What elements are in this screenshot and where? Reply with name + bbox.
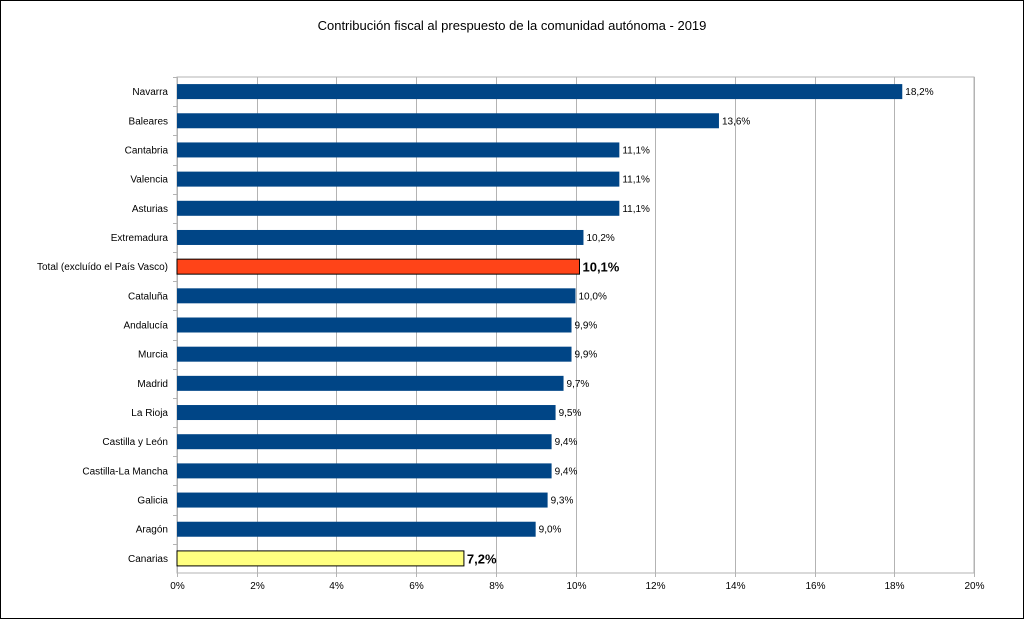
data-label: 9,5% [559,408,582,419]
category-label: Asturias [132,204,168,215]
data-label: 9,7% [567,379,590,390]
x-tick-label: 20% [964,581,984,592]
x-tick-label: 10% [566,581,586,592]
x-tick-label: 4% [329,581,344,592]
data-label: 10,0% [579,291,607,302]
bars [176,84,903,567]
bar [177,463,552,479]
data-label: 11,1% [622,175,650,186]
bar [176,550,465,567]
category-label: Murcia [138,350,168,361]
data-label: 9,0% [539,525,562,536]
category-label: Extremadura [111,233,169,244]
data-label: 9,4% [555,466,578,477]
tick-labels: 0% 2% 4% 6% 8% 10% 12% 14% 16% 18% 20% [170,581,984,592]
category-label: La Rioja [131,408,168,419]
data-label: 9,9% [575,350,598,361]
data-label: 9,9% [575,321,598,332]
category-label: Andalucía [124,321,169,332]
data-label: 18,2% [905,87,933,98]
category-label: Valencia [130,175,168,186]
category-label: Cataluña [128,291,168,302]
bar [177,492,548,508]
data-label: 10,2% [586,233,614,244]
data-label: 7,2% [467,551,497,566]
data-labels: 18,2% 13,6% 11,1% 11,1% 11,1% 10,2% 10,1% 10,0%… [467,87,934,566]
category-labels: Navarra Baleares Cantabria Valencia Asturias… [37,87,168,565]
x-tick-label: 12% [645,581,665,592]
chart-title: Contribución fiscal al prespuesto de la … [317,18,707,33]
category-label: Galicia [137,496,168,507]
category-label: Cantabria [125,145,169,156]
bar [176,258,580,275]
category-label: Baleares [129,116,168,127]
x-tick-label: 6% [409,581,424,592]
x-tick-label: 0% [170,581,185,592]
category-label: Castilla-La Mancha [82,466,168,477]
category-label: Canarias [128,554,168,565]
data-label: 13,6% [722,116,750,127]
bar [177,405,556,421]
category-label: Aragón [136,525,168,536]
bar [177,142,620,158]
data-label: 11,1% [622,204,650,215]
x-tick-label: 16% [805,581,825,592]
bar [177,229,584,245]
data-label: 11,1% [622,145,650,156]
category-label: Castilla y León [102,437,168,448]
x-tick-label: 18% [884,581,904,592]
x-tick-label: 14% [725,581,745,592]
bar [177,200,620,216]
bar [177,434,552,450]
bar [177,84,903,100]
bar [177,113,719,129]
bar [177,288,576,304]
bar [177,346,572,362]
x-tick-label: 2% [250,581,265,592]
data-label: 9,3% [551,496,574,507]
category-label: Total (excluído el País Vasco) [37,262,168,273]
bar [177,171,620,187]
data-label: 9,4% [555,437,578,448]
bar [177,375,564,391]
x-tick-label: 8% [489,581,504,592]
category-label: Madrid [137,379,168,390]
category-label: Navarra [132,87,168,98]
bar [177,317,572,333]
data-label: 10,1% [582,260,619,275]
bar [177,521,536,537]
